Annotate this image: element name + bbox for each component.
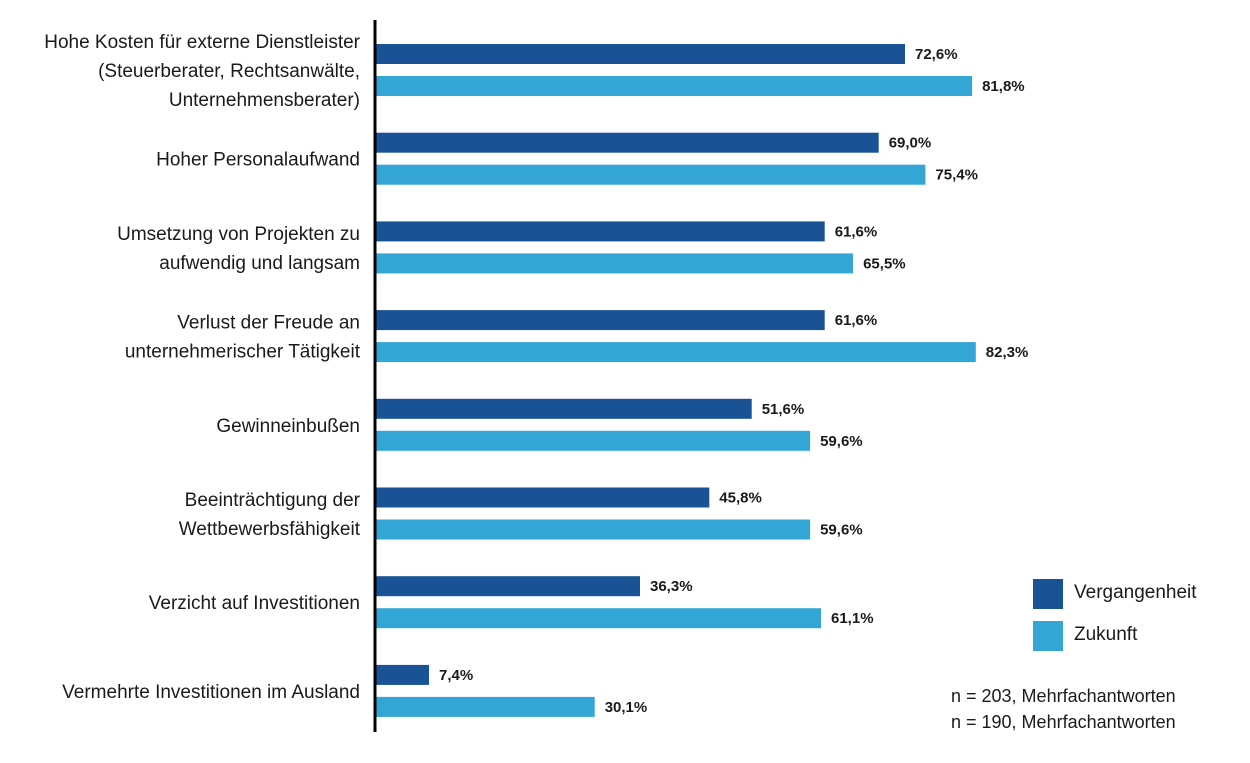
value-label-zukunft-2: 65,5%: [863, 255, 906, 272]
value-label-zukunft-6: 61,1%: [831, 610, 874, 627]
value-label-vergangenheit-7: 7,4%: [439, 667, 473, 684]
category-label-4-line-0: Gewinneinbußen: [216, 416, 360, 437]
category-label-7-line-0: Vermehrte Investitionen im Ausland: [62, 682, 360, 703]
bar-zukunft-1: [375, 164, 926, 185]
value-label-zukunft-4: 59,6%: [820, 433, 863, 450]
bar-zukunft-3: [375, 342, 976, 363]
legend-label-zukunft: Zukunft: [1074, 624, 1138, 645]
category-label-2-line-1: aufwendig und langsam: [159, 253, 360, 274]
value-label-zukunft-5: 59,6%: [820, 522, 863, 539]
bar-vergangenheit-0: [375, 44, 905, 64]
sample-note-past: n = 203, Mehrfachantworten: [951, 686, 1176, 706]
bar-zukunft-6: [375, 608, 821, 629]
category-label-2-line-0: Umsetzung von Projekten zu: [117, 224, 360, 245]
value-label-vergangenheit-3: 61,6%: [835, 312, 878, 329]
value-label-vergangenheit-5: 45,8%: [719, 490, 762, 507]
value-label-zukunft-3: 82,3%: [986, 344, 1029, 361]
bar-vergangenheit-2: [375, 221, 825, 242]
value-label-zukunft-1: 75,4%: [935, 167, 978, 184]
bar-vergangenheit-6: [375, 576, 640, 597]
bar-vergangenheit-7: [375, 664, 429, 685]
value-label-vergangenheit-6: 36,3%: [650, 578, 693, 595]
bar-zukunft-0: [375, 76, 973, 96]
category-label-1-line-0: Hoher Personalaufwand: [156, 150, 360, 171]
category-label-3-line-1: unternehmerischer Tätigkeit: [125, 342, 361, 363]
category-label-0-line-0: Hohe Kosten für externe Dienstleister: [44, 32, 360, 53]
category-label-5-line-0: Beeinträchtigung der: [185, 490, 361, 511]
legend-item-vergangenheit: Vergangenheit: [1033, 579, 1233, 609]
legend-item-zukunft: Zukunft: [1033, 621, 1233, 651]
bar-zukunft-7: [375, 696, 595, 717]
category-label-3-line-0: Verlust der Freude an: [177, 313, 360, 334]
bar-vergangenheit-5: [375, 487, 710, 508]
category-label-5-line-1: Wettbewerbsfähigkeit: [179, 519, 361, 540]
legend-label-vergangenheit: Vergangenheit: [1074, 582, 1197, 603]
value-label-vergangenheit-4: 51,6%: [762, 401, 805, 418]
bar-vergangenheit-1: [375, 132, 879, 153]
bar-vergangenheit-4: [375, 398, 752, 419]
bar-zukunft-5: [375, 519, 811, 540]
value-label-vergangenheit-0: 72,6%: [915, 46, 958, 63]
category-label-0-line-2: Unternehmensberater): [169, 90, 360, 111]
legend-swatch-vergangenheit: [1033, 579, 1063, 609]
value-label-vergangenheit-2: 61,6%: [835, 223, 878, 240]
value-label-vergangenheit-1: 69,0%: [889, 135, 932, 152]
value-label-zukunft-0: 81,8%: [982, 78, 1025, 95]
sample-note-future: n = 190, Mehrfachantworten: [951, 712, 1176, 732]
legend-swatch-zukunft: [1033, 621, 1063, 651]
value-label-zukunft-7: 30,1%: [605, 699, 648, 716]
bar-zukunft-4: [375, 430, 811, 451]
sample-size-notes: n = 203, Mehrfachantworten n = 190, Mehr…: [951, 683, 1176, 735]
category-label-6-line-0: Verzicht auf Investitionen: [149, 593, 360, 614]
bar-zukunft-2: [375, 253, 854, 274]
bar-vergangenheit-3: [375, 310, 825, 331]
category-label-0-line-1: (Steuerberater, Rechtsanwälte,: [98, 61, 360, 82]
